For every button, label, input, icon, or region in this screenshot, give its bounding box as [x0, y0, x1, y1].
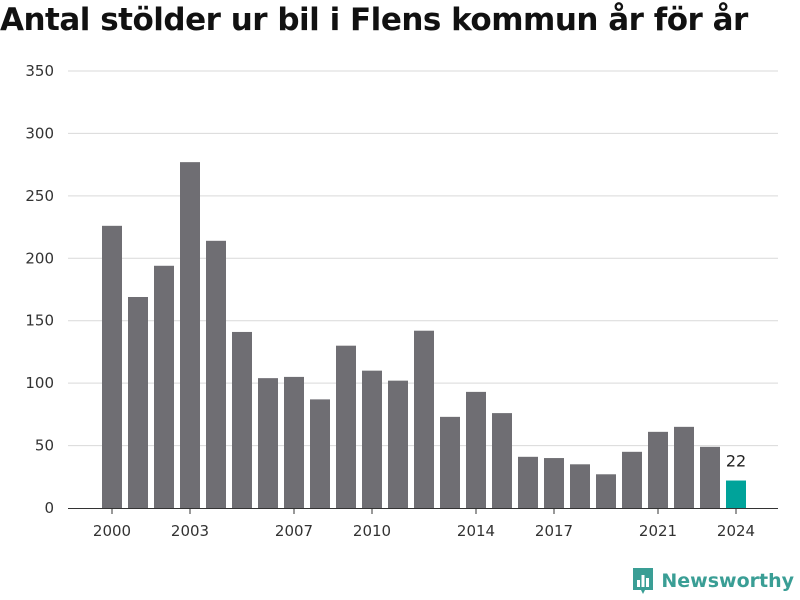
x-tick-label: 2003: [171, 522, 209, 540]
bar: [284, 376, 304, 508]
y-axis-ticks: 0 50 100 150 200 250 300 350: [25, 62, 54, 517]
bar: [700, 446, 720, 508]
y-tick-label: 150: [25, 312, 54, 330]
bar: [414, 330, 434, 508]
bar: [180, 162, 200, 508]
bar-highlight: [726, 480, 746, 508]
bar: [388, 380, 408, 508]
x-tick-label: 2021: [639, 522, 677, 540]
y-tick-label: 350: [25, 62, 54, 80]
y-tick-label: 50: [35, 437, 54, 455]
bar: [518, 456, 538, 508]
x-tick-label: 2024: [717, 522, 755, 540]
y-tick-label: 100: [25, 374, 54, 392]
bar-chart-logo-icon: [633, 568, 654, 594]
chart-title: Antal stölder ur bil i Flens kommun år f…: [0, 2, 748, 38]
x-tick-label: 2007: [275, 522, 313, 540]
bar: [544, 458, 564, 508]
bar: [596, 474, 616, 508]
bar: [570, 464, 590, 508]
x-tick-label: 2010: [353, 522, 391, 540]
bar: [154, 265, 174, 508]
y-tick-label: 250: [25, 187, 54, 205]
x-tick-label: 2000: [93, 522, 131, 540]
bar: [336, 345, 356, 508]
bar: [648, 431, 668, 508]
brand-logo: Newsworthy: [631, 566, 794, 596]
bar: [102, 225, 122, 508]
data-labels: 22: [726, 452, 746, 471]
bar: [232, 331, 252, 508]
bar: [310, 399, 330, 508]
x-tick-label: 2017: [535, 522, 573, 540]
brand-name: Newsworthy: [661, 570, 794, 592]
bar: [492, 413, 512, 508]
bar: [674, 426, 694, 508]
y-tick-label: 0: [44, 499, 54, 517]
bar: [622, 451, 642, 508]
bar: [258, 378, 278, 508]
bar: [362, 370, 382, 508]
data-label: 22: [726, 452, 746, 471]
x-axis-ticks: 2000 2003 2007 2010 2014 2017 2021 2024: [93, 508, 755, 540]
bar: [206, 240, 226, 508]
bars: [102, 162, 746, 508]
bar: [440, 416, 460, 508]
x-tick-label: 2014: [457, 522, 495, 540]
bar: [466, 391, 486, 508]
y-tick-label: 300: [25, 124, 54, 142]
bar: [128, 296, 148, 508]
y-tick-label: 200: [25, 249, 54, 267]
